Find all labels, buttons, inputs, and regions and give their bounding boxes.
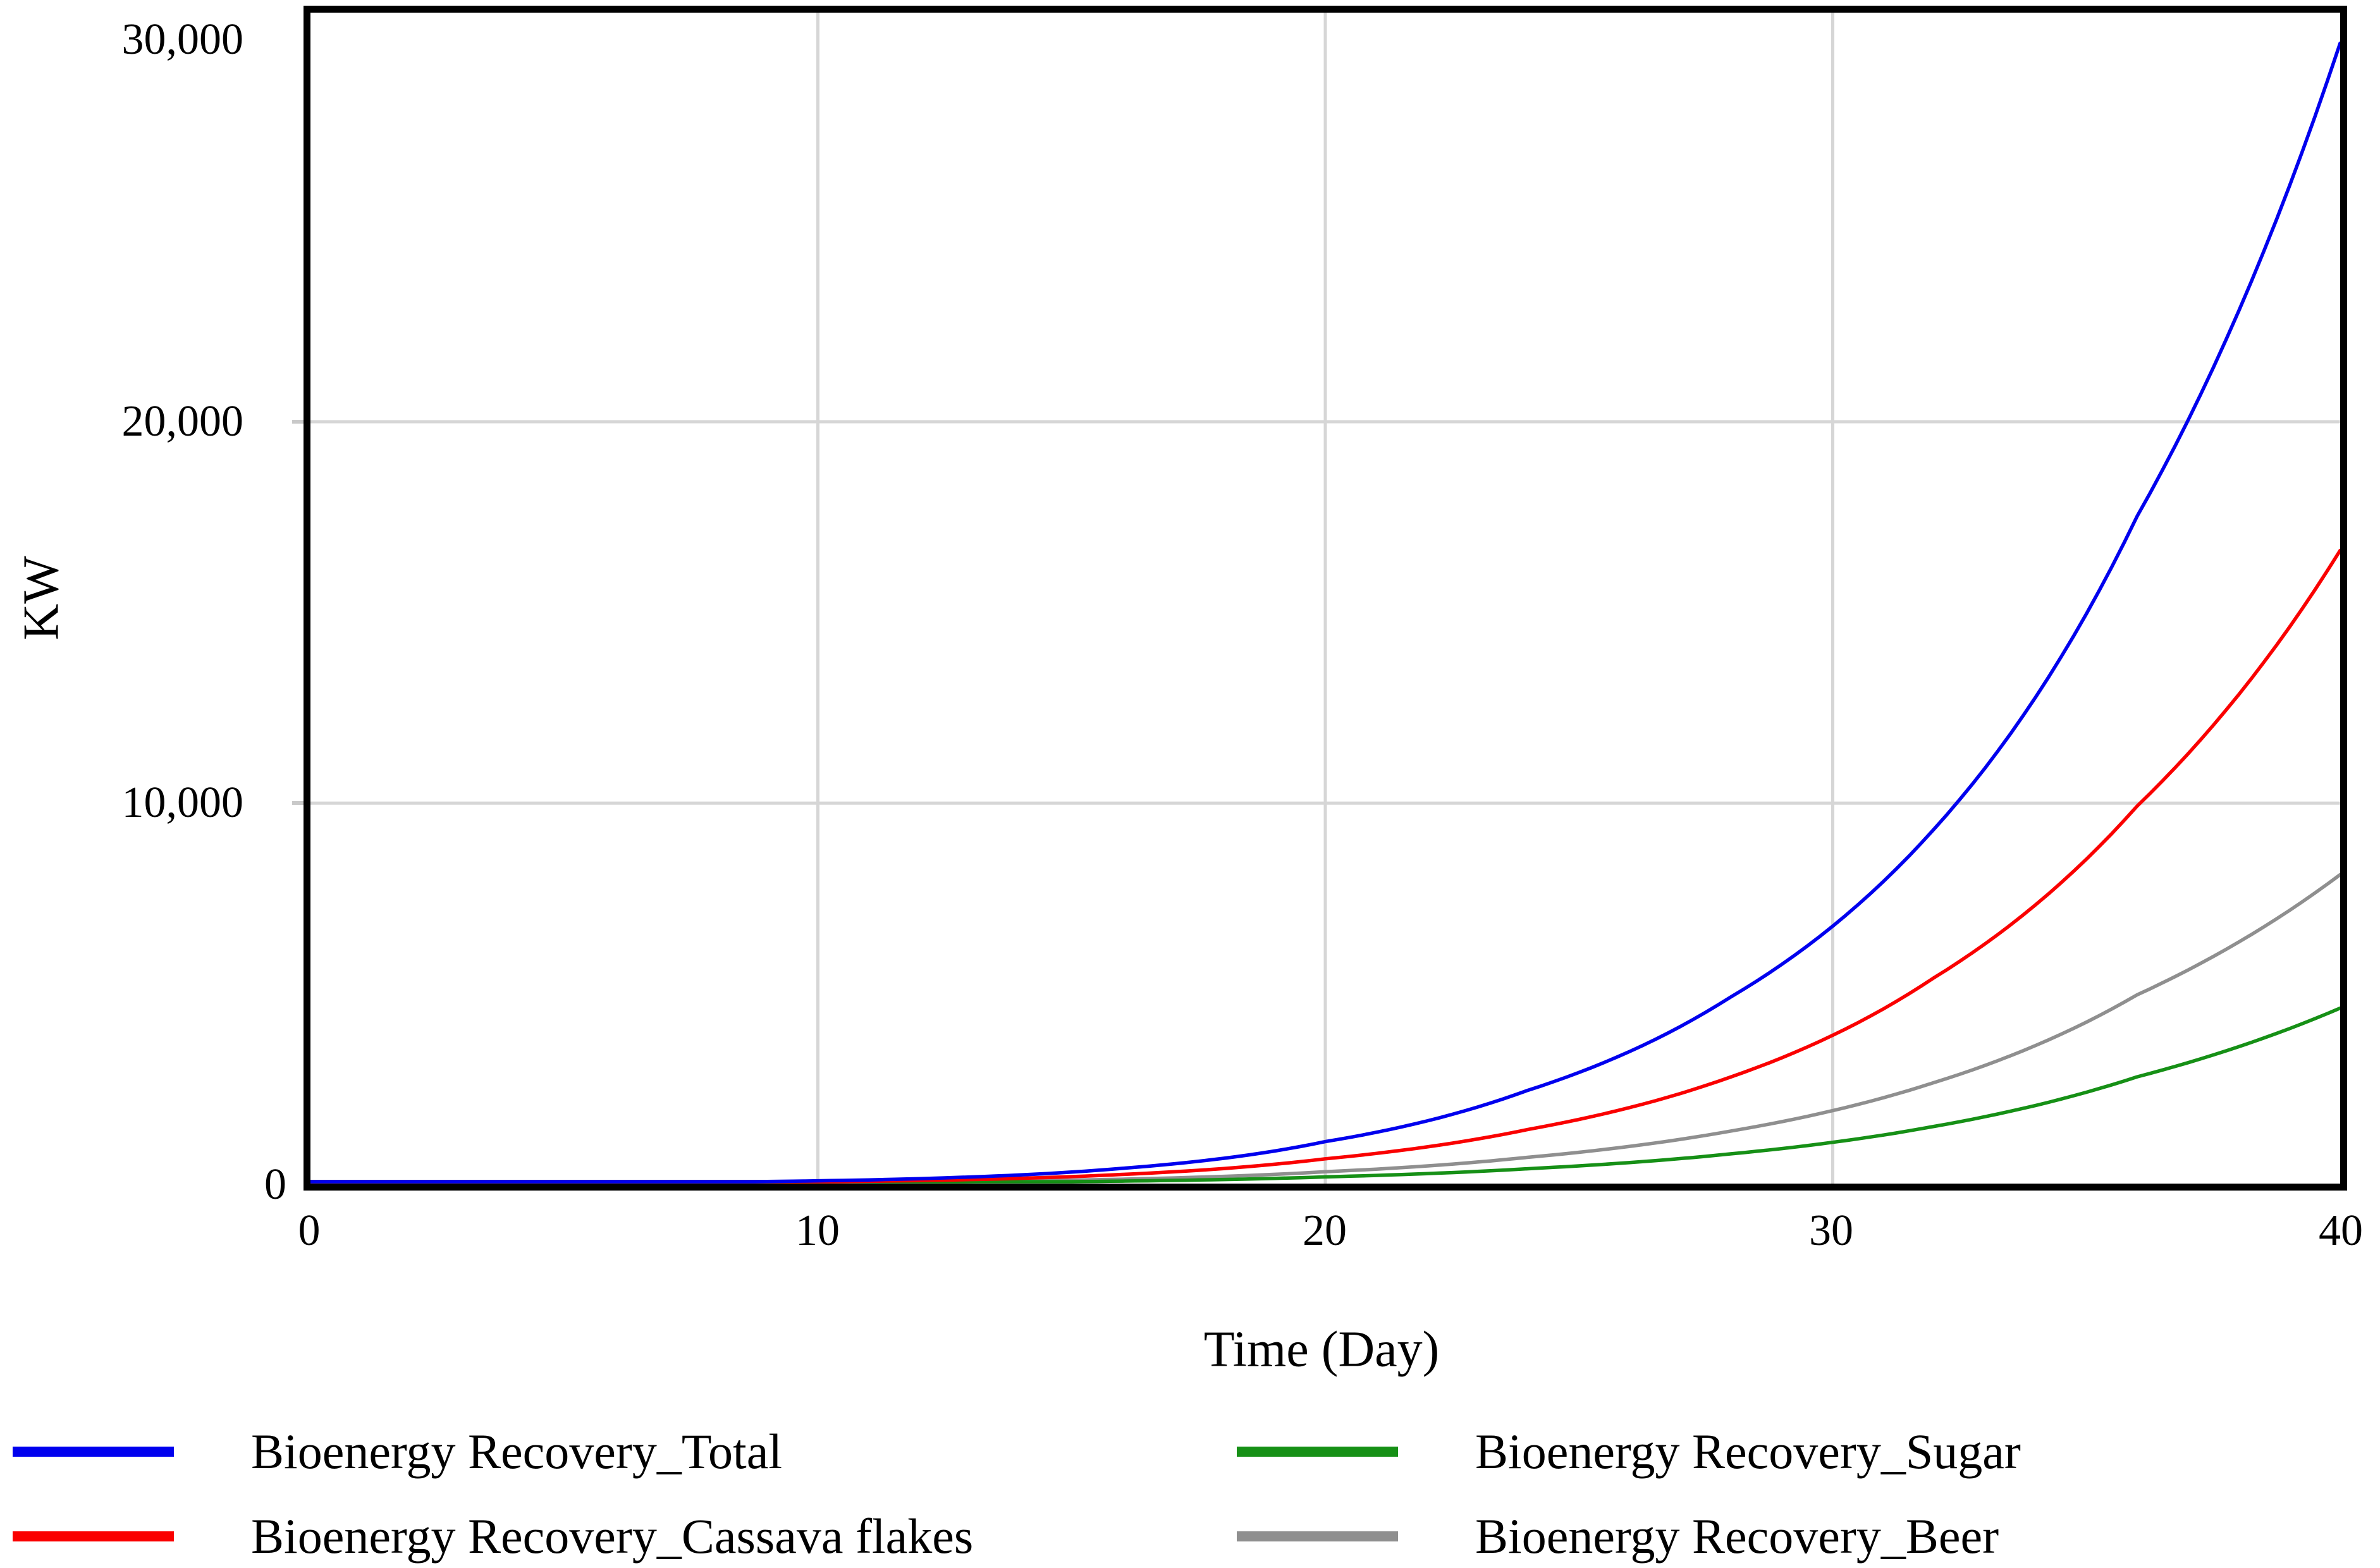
series-line-total [310,41,2340,1184]
x-tick-label: 40 [2319,1206,2363,1255]
y-tick-label: 20,000 [121,397,244,446]
legend-line-swatch-sugar [1237,1447,1398,1457]
legend-line-swatch-beer [1237,1531,1398,1541]
y-tick-label: 30,000 [121,15,244,64]
x-tick-label: 10 [795,1206,840,1255]
legend-label: Bioenergy Recovery_Sugar [1475,1424,2021,1479]
y-tick-mark [292,420,304,424]
legend-item-cassava-flakes: Bioenergy Recovery_Cassava flakes [13,1505,973,1568]
legend-label: Bioenergy Recovery_Total [251,1424,783,1479]
y-axis-title: KW [13,556,70,640]
legend-item-sugar: Bioenergy Recovery_Sugar [1237,1420,2021,1483]
x-tick-label: 30 [1809,1206,1853,1255]
legend-item-total: Bioenergy Recovery_Total [13,1420,782,1483]
plot-canvas [310,13,2340,1184]
y-tick-mark [292,801,304,805]
x-axis-title: Time (Day) [1203,1321,1440,1378]
legend-line-swatch-total [13,1447,174,1457]
legend-item-beer: Bioenergy Recovery_Beer [1237,1505,1999,1568]
legend-label: Bioenergy Recovery_Cassava flakes [251,1509,974,1564]
x-tick-label: 20 [1303,1206,1347,1255]
y-tick-label: 0 [264,1160,286,1209]
legend-line-swatch-cassava-flakes [13,1531,174,1541]
x-tick-label: 0 [298,1206,321,1255]
legend-label: Bioenergy Recovery_Beer [1475,1509,1999,1564]
plot-area [304,6,2347,1191]
y-tick-label: 10,000 [121,778,244,827]
